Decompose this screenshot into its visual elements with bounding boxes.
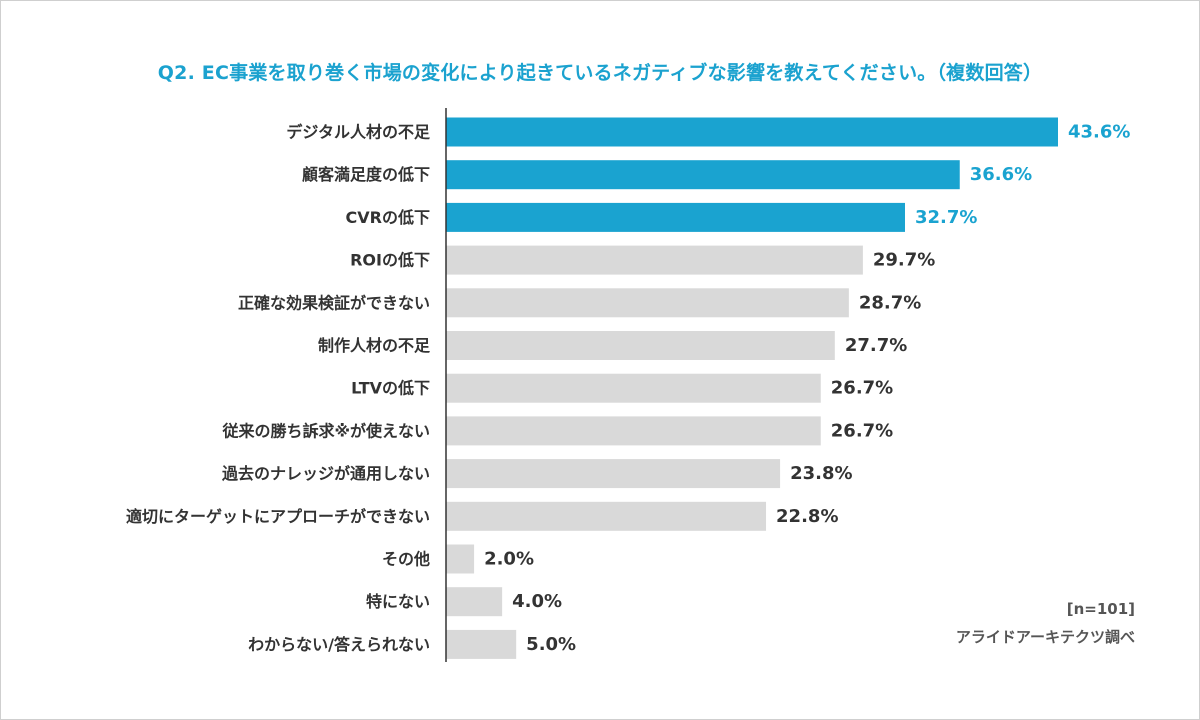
value-label-8: 26.7% bbox=[831, 420, 893, 441]
value-label-12: 4.0% bbox=[512, 591, 562, 612]
category-label-10: 適切にターゲットにアプローチができない bbox=[126, 507, 430, 526]
bar-8 bbox=[446, 416, 821, 446]
bar-6 bbox=[446, 331, 835, 360]
value-label-3: 32.7% bbox=[915, 207, 977, 228]
value-label-5: 28.7% bbox=[859, 292, 921, 313]
category-label-9: 過去のナレッジが通用しない bbox=[221, 464, 430, 483]
category-label-7: LTVの低下 bbox=[351, 379, 430, 398]
bar-1 bbox=[446, 117, 1058, 147]
category-label-4: ROIの低下 bbox=[350, 251, 430, 270]
value-label-10: 22.8% bbox=[776, 506, 838, 527]
category-label-12: 特にない bbox=[366, 592, 430, 611]
bar-10 bbox=[446, 501, 767, 531]
value-label-2: 36.6% bbox=[970, 164, 1032, 185]
value-label-1: 43.6% bbox=[1068, 122, 1130, 143]
source-note: アライドアーキテクツ調べ bbox=[955, 628, 1135, 646]
category-label-3: CVRの低下 bbox=[346, 208, 430, 227]
category-label-1: デジタル人材の不足 bbox=[286, 123, 431, 142]
bar-13 bbox=[446, 629, 517, 659]
value-label-4: 29.7% bbox=[873, 250, 935, 271]
bar-5 bbox=[446, 288, 849, 318]
bar-2 bbox=[446, 160, 960, 190]
value-label-7: 26.7% bbox=[831, 378, 893, 399]
bar-3 bbox=[446, 202, 905, 232]
bar-11 bbox=[446, 544, 475, 574]
category-label-13: わからない/答えられない bbox=[248, 635, 430, 654]
value-label-11: 2.0% bbox=[484, 549, 534, 570]
category-label-8: 従来の勝ち訴求※が使えない bbox=[221, 421, 430, 440]
category-label-11: その他 bbox=[382, 550, 430, 569]
category-label-2: 顧客満足度の低下 bbox=[302, 165, 430, 184]
value-label-6: 27.7% bbox=[845, 335, 907, 356]
value-label-9: 23.8% bbox=[790, 463, 852, 484]
bar-7 bbox=[446, 373, 821, 403]
value-label-13: 5.0% bbox=[526, 634, 576, 655]
chart-title: Q2. EC事業を取り巻く市場の変化により起きているネガティブな影響を教えてくだ… bbox=[157, 62, 1043, 84]
bar-12 bbox=[446, 587, 503, 617]
bar-4 bbox=[446, 245, 863, 275]
bar-9 bbox=[446, 459, 781, 489]
category-label-6: 制作人材の不足 bbox=[318, 336, 431, 355]
category-label-5: 正確な効果検証ができない bbox=[238, 293, 430, 312]
sample-size-note: [n=101] bbox=[1066, 600, 1135, 618]
